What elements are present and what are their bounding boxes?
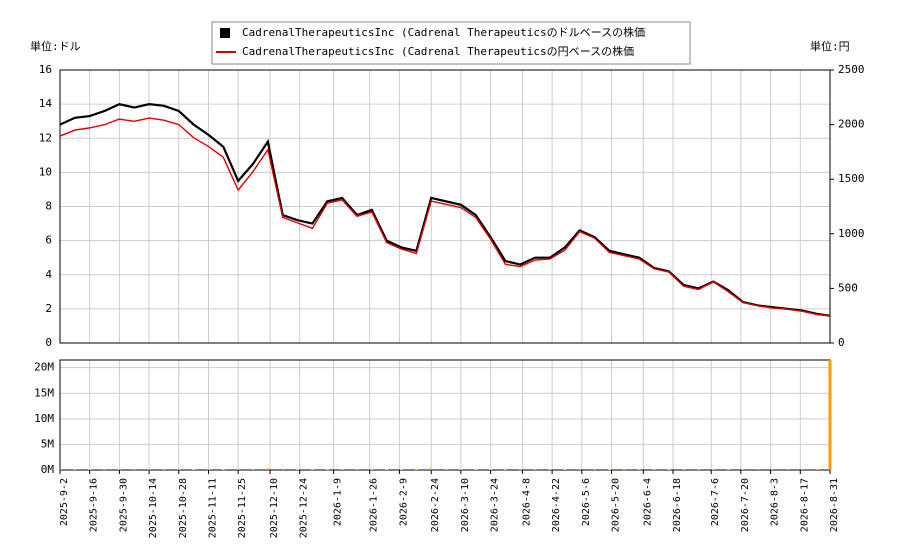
x-tick-label: 2026-1-26 (369, 478, 380, 532)
y2-tick-label: 1000 (838, 227, 865, 240)
x-tick-label: 2026-6-18 (672, 478, 683, 532)
x-tick-label: 2025-10-28 (178, 478, 189, 538)
y2-tick-label: 500 (838, 281, 858, 294)
x-tick-label: 2026-4-22 (551, 478, 562, 532)
x-tick-label: 2026-4-8 (521, 478, 532, 526)
x-tick-label: 2026-7-20 (740, 478, 751, 532)
y-tick-label: 0M (41, 463, 55, 476)
volume-bar (58, 469, 62, 470)
volume-bar (503, 469, 507, 470)
y-tick-label: 2 (45, 302, 52, 315)
y2-tick-label: 0 (838, 336, 845, 349)
legend-frame (211, 21, 691, 65)
x-tick-label: 2025-10-14 (148, 478, 159, 538)
volume-bar (459, 469, 463, 470)
y-tick-label: 10 (39, 165, 52, 178)
legend-marker (220, 28, 230, 38)
y-tick-label: 10M (34, 412, 54, 425)
volume-bar (221, 469, 225, 470)
volume-bar (296, 469, 300, 470)
y-tick-label: 5M (41, 437, 55, 450)
y-tick-label: 20M (34, 361, 54, 374)
y-tick-label: 16 (39, 63, 52, 76)
volume-bar (281, 468, 285, 470)
volume-bar (414, 469, 418, 470)
x-tick-label: 2026-3-10 (460, 478, 471, 532)
y-tick-label: 4 (45, 268, 52, 281)
volume-bar (236, 468, 240, 470)
y2-tick-label: 2500 (838, 63, 865, 76)
x-tick-label: 2025-12-10 (269, 478, 280, 538)
y2-unit-label: 単位:円 (810, 39, 850, 53)
y-tick-label: 15M (34, 386, 54, 399)
x-tick-label: 2026-6-4 (642, 478, 653, 526)
volume-bar (607, 469, 611, 470)
x-tick-label: 2026-3-24 (490, 478, 501, 532)
price-line (59, 117, 831, 317)
y-tick-label: 14 (39, 97, 53, 110)
x-tick-label: 2025-12-24 (299, 478, 310, 538)
y-unit-label: 単位:ドル (30, 39, 81, 53)
volume-bar (489, 469, 493, 470)
volume-bar (593, 469, 597, 470)
plot-frame (59, 69, 831, 344)
volume-bar (578, 468, 582, 470)
x-tick-label: 2026-8-17 (799, 478, 810, 532)
x-tick-label: 2026-5-20 (611, 478, 622, 532)
y-tick-label: 8 (45, 200, 52, 213)
volume-bar (711, 469, 715, 470)
x-tick-label: 2026-2-24 (430, 478, 441, 532)
y2-tick-label: 1500 (838, 172, 865, 185)
volume-bar (325, 469, 329, 470)
y-tick-label: 0 (45, 336, 52, 349)
x-tick-label: 2025-11-25 (237, 478, 248, 538)
x-tick-label: 2026-8-3 (770, 478, 781, 526)
volume-bar (251, 469, 255, 470)
x-tick-label: 2026-8-31 (829, 478, 840, 532)
volume-bar (266, 468, 270, 470)
volume-bar (385, 469, 389, 470)
x-tick-label: 2025-9-30 (118, 478, 129, 532)
price-line (59, 102, 831, 317)
x-tick-label: 2025-9-2 (59, 478, 70, 526)
plot-frame (59, 359, 831, 471)
x-tick-label: 2026-2-9 (398, 478, 409, 526)
x-tick-label: 2025-11-11 (207, 478, 218, 538)
legend: CadrenalTherapeuticsInc (Cadrenal Therap… (211, 21, 691, 65)
x-tick-label: 2026-5-6 (581, 478, 592, 526)
legend-label: CadrenalTherapeuticsInc (Cadrenal Therap… (242, 44, 634, 58)
x-tick-label: 2026-7-6 (710, 478, 721, 526)
x-tick-label: 2025-9-16 (89, 478, 100, 532)
volume-bar (563, 469, 567, 470)
legend-label: CadrenalTherapeuticsInc (Cadrenal Therap… (242, 25, 645, 39)
x-tick-label: 2026-1-9 (333, 478, 344, 526)
volume-bar (429, 468, 433, 470)
y2-tick-label: 2000 (838, 118, 865, 131)
y-tick-label: 12 (39, 131, 52, 144)
volume-bar (444, 469, 448, 470)
y-tick-label: 6 (45, 234, 52, 247)
volume-bar (828, 360, 832, 470)
